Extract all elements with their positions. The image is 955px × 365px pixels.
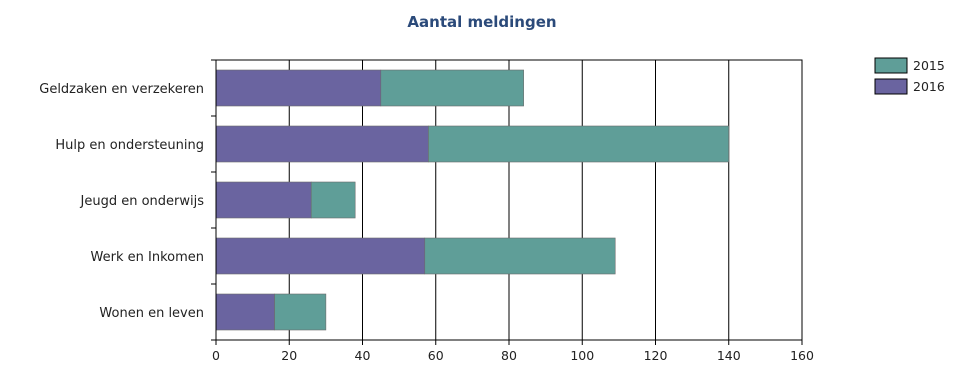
bar-2015 bbox=[380, 69, 524, 107]
legend-label: 2015 bbox=[913, 58, 945, 73]
x-tick-label: 100 bbox=[570, 348, 594, 363]
category-label: Wonen en leven bbox=[99, 306, 204, 321]
gridlines bbox=[288, 60, 730, 340]
bar-2015 bbox=[310, 181, 356, 219]
x-tick-label: 0 bbox=[212, 348, 220, 363]
x-tick-label: 140 bbox=[717, 348, 741, 363]
bar-2015 bbox=[424, 237, 616, 275]
plot-frame bbox=[215, 59, 803, 341]
x-tick-label: 40 bbox=[355, 348, 371, 363]
bar-2016 bbox=[215, 69, 382, 107]
x-tick-label: 60 bbox=[428, 348, 444, 363]
chart-title: Aantal meldingen bbox=[407, 13, 556, 31]
y-axis-labels: Geldzaken en verzekeren Hulp en ondersteu… bbox=[39, 82, 204, 321]
legend-swatch-2015 bbox=[874, 57, 908, 74]
bars bbox=[215, 69, 730, 331]
x-tick-label: 120 bbox=[644, 348, 668, 363]
category-label: Werk en Inkomen bbox=[91, 250, 204, 265]
category-label: Hulp en ondersteuning bbox=[55, 138, 204, 153]
bar-2015 bbox=[428, 125, 730, 163]
x-axis-ticks: 0 20 40 60 80 100 120 140 160 bbox=[212, 340, 814, 363]
x-tick-label: 80 bbox=[501, 348, 517, 363]
x-tick-label: 20 bbox=[281, 348, 297, 363]
category-label: Geldzaken en verzekeren bbox=[39, 82, 204, 97]
legend: 2015 2016 bbox=[874, 57, 945, 95]
bar-2016 bbox=[215, 293, 275, 331]
legend-label: 2016 bbox=[913, 79, 945, 94]
category-label: Jeugd en onderwijs bbox=[80, 194, 205, 209]
legend-swatch-2016 bbox=[874, 78, 908, 95]
x-tick-label: 160 bbox=[790, 348, 814, 363]
bar-2016 bbox=[215, 125, 429, 163]
bar-2015 bbox=[274, 293, 327, 331]
bar-2016 bbox=[215, 237, 426, 275]
bar-2016 bbox=[215, 181, 312, 219]
y-axis-ticks bbox=[211, 59, 216, 341]
